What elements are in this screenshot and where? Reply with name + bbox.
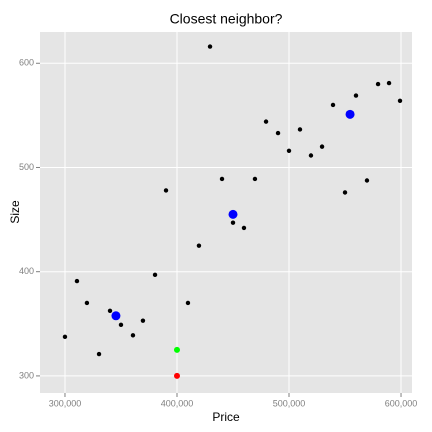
x-tick-label: 400,000 (161, 398, 194, 408)
point (397, 98, 403, 103)
panel (40, 32, 412, 393)
point (228, 209, 238, 219)
point (297, 127, 303, 132)
point (263, 119, 269, 124)
point (84, 300, 90, 306)
point (111, 311, 121, 321)
point (319, 144, 325, 149)
y-tick-label: 600 (19, 58, 34, 68)
point (241, 225, 247, 231)
point (163, 188, 169, 193)
point (107, 308, 113, 313)
point (96, 351, 102, 357)
point (74, 278, 80, 284)
x-tick-label: 500,000 (273, 398, 306, 408)
x-axis-title: Price (212, 410, 240, 424)
point (364, 178, 370, 183)
chart-title: Closest neighbor? (170, 11, 283, 27)
point (118, 322, 124, 328)
point (286, 148, 292, 154)
y-tick-label: 400 (19, 266, 34, 276)
point (353, 93, 359, 98)
point (375, 81, 381, 87)
point (130, 333, 136, 338)
point (196, 243, 202, 248)
point (330, 102, 336, 108)
point (173, 372, 180, 379)
point (308, 153, 314, 158)
y-axis-title: Size (8, 200, 22, 224)
y-tick-label: 500 (19, 162, 34, 172)
point (219, 176, 225, 182)
point (345, 109, 355, 119)
point (185, 300, 191, 306)
point (275, 130, 281, 136)
point (152, 272, 158, 278)
point (207, 44, 213, 49)
x-tick-label: 600,000 (385, 398, 418, 408)
x-tick-label: 300,000 (49, 398, 82, 408)
point (342, 190, 348, 195)
point (62, 334, 68, 340)
point (140, 318, 146, 323)
point (173, 346, 180, 353)
point (252, 176, 258, 182)
y-tick-label: 300 (19, 370, 34, 380)
point (386, 80, 392, 86)
point (230, 220, 236, 225)
